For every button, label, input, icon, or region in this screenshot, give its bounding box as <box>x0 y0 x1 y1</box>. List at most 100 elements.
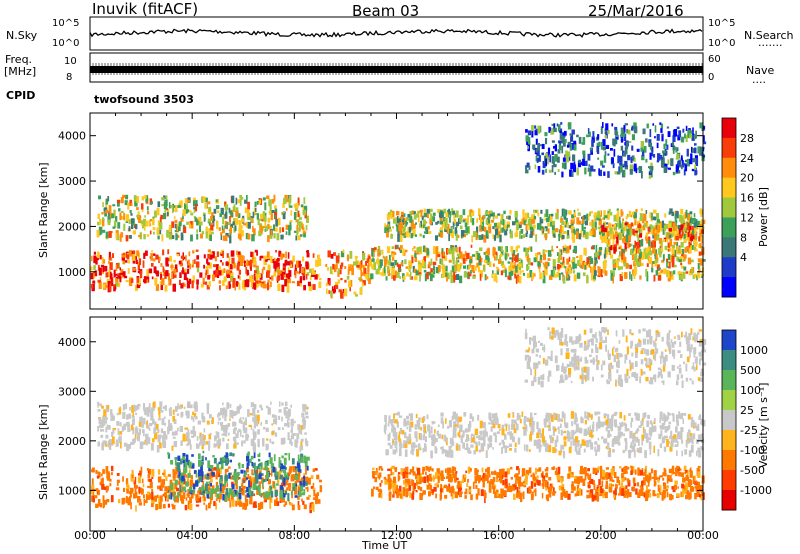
echo-cell <box>612 276 614 284</box>
echo-cell <box>534 476 537 483</box>
echo-cell <box>433 486 437 492</box>
echo-cell <box>127 202 130 210</box>
echo-cell <box>182 460 185 464</box>
echo-cell <box>621 248 623 257</box>
echo-cell <box>112 428 116 431</box>
echo-cell <box>288 195 292 204</box>
echo-cell <box>481 223 483 227</box>
echo-cell <box>303 285 306 291</box>
echo-cell <box>172 488 175 497</box>
echo-cell <box>154 495 157 502</box>
echo-cell <box>143 218 147 226</box>
echo-cell <box>590 150 593 155</box>
nsearch-tick-low: 10^0 <box>708 38 736 49</box>
echo-cell <box>599 226 603 233</box>
echo-cell <box>285 224 290 230</box>
echo-cell <box>237 213 241 218</box>
echo-cell <box>280 489 283 493</box>
echo-cell <box>367 256 371 262</box>
echo-cell <box>247 473 250 480</box>
echo-cell <box>300 460 304 463</box>
echo-cell <box>591 257 594 264</box>
echo-cell <box>605 232 608 241</box>
echo-cell <box>194 217 198 222</box>
echo-cell <box>691 267 694 275</box>
echo-cell <box>636 482 639 487</box>
echo-cell <box>591 222 594 229</box>
echo-cell <box>617 222 620 228</box>
echo-cell <box>195 204 198 212</box>
echo-cell <box>650 162 653 170</box>
echo-cell <box>391 246 395 249</box>
echo-cell <box>362 252 366 261</box>
echo-cell <box>215 431 218 435</box>
echo-cell <box>411 210 414 215</box>
echo-cell <box>199 432 202 438</box>
echo-cell <box>151 438 155 443</box>
echo-cell <box>115 216 118 223</box>
echo-cell <box>663 166 667 173</box>
echo-cell <box>144 439 147 445</box>
echo-cell <box>678 130 682 138</box>
echo-cell <box>532 218 536 224</box>
echo-cell <box>235 210 239 217</box>
echo-cell <box>421 215 424 221</box>
echo-cell <box>154 277 158 286</box>
echo-cell <box>211 485 215 490</box>
echo-cell <box>520 235 523 239</box>
echo-cell <box>113 209 116 217</box>
echo-cell <box>238 269 241 275</box>
echo-cell <box>220 232 223 236</box>
echo-cell <box>581 216 584 220</box>
echo-cell <box>300 425 304 430</box>
echo-cell <box>591 246 594 250</box>
echo-cell <box>606 247 609 255</box>
echo-cell <box>104 486 107 491</box>
echo-cell <box>327 250 331 258</box>
echo-cell <box>450 275 454 283</box>
echo-cell <box>455 221 460 227</box>
echo-cell <box>127 429 131 432</box>
echo-cell <box>248 480 250 488</box>
echo-cell <box>623 477 627 481</box>
echo-cell <box>467 215 469 222</box>
echo-cell <box>151 263 154 267</box>
echo-cell <box>259 404 263 408</box>
echo-cell <box>377 475 381 479</box>
echo-cell <box>552 161 555 165</box>
echo-cell <box>231 257 235 264</box>
echo-cell <box>172 409 175 415</box>
echo-cell <box>620 225 624 232</box>
echo-cell <box>130 442 134 446</box>
echo-cell <box>637 221 639 229</box>
echo-cell <box>586 134 590 138</box>
echo-cell <box>525 165 528 170</box>
echo-cell <box>602 146 606 151</box>
echo-cell <box>245 221 249 228</box>
echo-cell <box>697 146 701 154</box>
echo-cell <box>269 501 272 509</box>
echo-cell <box>233 440 237 445</box>
echo-cell <box>97 489 100 496</box>
echo-cell <box>598 168 600 176</box>
echo-cell <box>207 274 211 280</box>
echo-cell <box>315 259 319 267</box>
echo-cell <box>604 228 607 233</box>
echo-cell <box>196 279 199 285</box>
echo-cell <box>454 491 458 499</box>
echo-cell <box>263 256 266 260</box>
echo-cell <box>504 253 507 261</box>
echo-cell <box>193 412 197 417</box>
echo-cell <box>162 266 165 273</box>
echo-cell <box>186 268 190 274</box>
echo-cell <box>453 214 455 221</box>
echo-cell <box>408 260 411 267</box>
echo-cell <box>186 460 190 465</box>
echo-cell <box>551 165 554 173</box>
echo-cell <box>99 254 102 260</box>
echo-cell <box>653 209 657 214</box>
echo-cell <box>172 415 175 422</box>
echo-cell <box>196 233 199 240</box>
echo-cell <box>276 501 280 506</box>
echo-cell <box>136 277 139 283</box>
